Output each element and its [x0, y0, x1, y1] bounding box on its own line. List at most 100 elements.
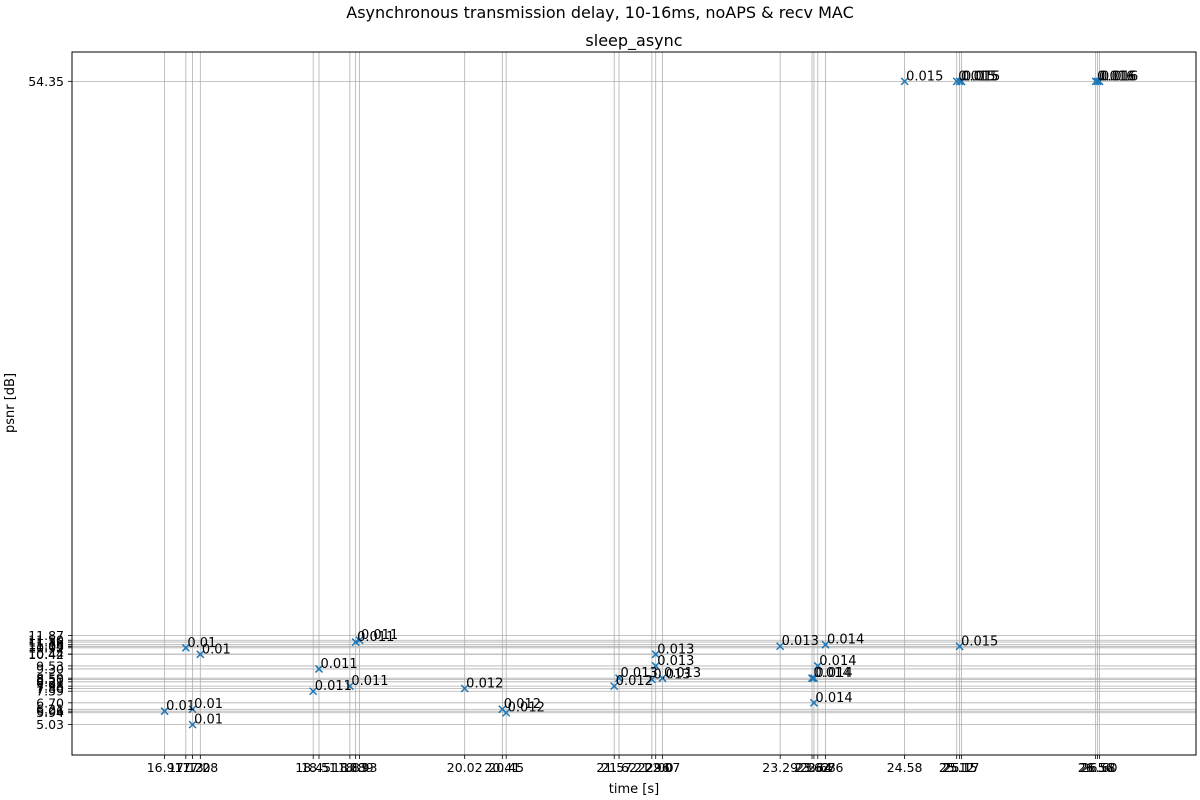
y-tick-label: 8.50 [36, 672, 64, 687]
y-gridlines [72, 80, 1196, 726]
data-point [651, 650, 660, 659]
data-label: 0.012 [508, 701, 545, 716]
x-tick-label: 18.51 [301, 760, 337, 775]
data-label: 0.015 [963, 69, 1000, 84]
data-label: 0.012 [466, 676, 503, 691]
data-labels: 0.010.010.010.010.010.0110.0110.0110.011… [166, 69, 1138, 727]
x-tick-label: 25.17 [944, 760, 980, 775]
data-point [1095, 77, 1104, 86]
data-point [955, 77, 964, 86]
data-label: 0.015 [961, 634, 998, 649]
x-tick-label: 26.56 [1078, 760, 1114, 775]
y-tick-label: 6.21 [36, 702, 64, 717]
y-tick-label: 6.70 [36, 695, 64, 710]
data-point [658, 674, 667, 683]
x-tick-label: 16.91 [147, 760, 183, 775]
data-point [345, 682, 354, 691]
data-label: 0.011 [361, 628, 398, 643]
x-tick-label: 26.60 [1082, 760, 1118, 775]
x-tick-label: 20.45 [488, 760, 524, 775]
data-label: 0.016 [1101, 69, 1138, 84]
x-tick-label: 23.68 [800, 760, 836, 775]
data-label: 0.013 [657, 642, 694, 657]
data-point [813, 661, 822, 670]
data-label: 0.014 [814, 666, 851, 681]
data-label: 0.015 [961, 69, 998, 84]
y-tick-label: 5.03 [36, 717, 64, 732]
y-tick-label: 6.06 [36, 704, 64, 719]
y-tick-label: 9.53 [36, 658, 64, 673]
x-tick-label: 20.02 [447, 760, 483, 775]
data-label: 0.01 [202, 642, 231, 657]
data-label: 0.014 [815, 691, 852, 706]
x-tick-label: 22.07 [645, 760, 681, 775]
data-label: 0.012 [504, 697, 541, 712]
x-tick-label: 23.62 [794, 760, 830, 775]
plot-frame [71, 51, 1197, 756]
data-label: 0.01 [187, 636, 216, 651]
data-label: 0.014 [815, 666, 852, 681]
data-point [955, 642, 964, 651]
x-tick-label: 18.45 [295, 760, 331, 775]
data-label: 0.013 [782, 634, 819, 649]
axes-title: sleep_async [585, 31, 682, 51]
x-tick-label: 22.00 [638, 760, 674, 775]
data-point [610, 682, 619, 691]
y-tick-label: 7.80 [36, 681, 64, 696]
data-label: 0.013 [664, 666, 701, 681]
data-label: 0.016 [1099, 69, 1136, 84]
y-axis-label: psnr [dB] [3, 373, 18, 433]
data-point [900, 77, 909, 86]
x-axis-label: time [s] [609, 782, 659, 797]
data-point [647, 675, 656, 684]
x-tick-label: 26.58 [1080, 760, 1116, 775]
data-label: 0.013 [657, 654, 694, 669]
y-tick-label: 8.31 [36, 674, 64, 689]
x-tick-label: 18.89 [338, 760, 374, 775]
figure-title: Asynchronous transmission delay, 10-16ms… [346, 3, 854, 22]
x-tick-label: 18.93 [342, 760, 378, 775]
data-point [957, 77, 966, 86]
data-label: 0.011 [357, 630, 394, 645]
data-point [809, 674, 818, 683]
data-label: 0.011 [320, 657, 357, 672]
data-point [615, 674, 624, 683]
data-point [355, 636, 364, 645]
data-label: 0.01 [194, 713, 223, 728]
y-tick-label: 54.35 [28, 74, 64, 89]
data-point [314, 664, 324, 673]
y-tick-label: 11.36 [28, 635, 64, 650]
y-tick-label: 11.03 [28, 639, 64, 654]
data-point [776, 642, 785, 651]
data-label: 0.01 [194, 697, 223, 712]
data-point [502, 708, 511, 717]
x-gridlines [164, 52, 1100, 755]
x-tick-label: 21.62 [601, 760, 637, 775]
y-tick-label: 11.04 [28, 639, 64, 654]
y-tick-label: 7.59 [36, 684, 64, 699]
data-label: 0.011 [351, 674, 388, 689]
data-label: 0.011 [315, 679, 352, 694]
data-point [807, 674, 817, 683]
data-point [188, 705, 197, 714]
x-tick-label: 20.41 [484, 760, 520, 775]
data-label: 0.01 [166, 699, 195, 714]
x-tick-label: 24.58 [887, 760, 923, 775]
data-point [181, 643, 190, 652]
data-point [821, 640, 830, 649]
x-tick-label: 21.57 [596, 760, 632, 775]
x-tick-label: 18.83 [332, 760, 368, 775]
y-tick-label: 11.87 [28, 628, 64, 643]
data-points [160, 77, 1104, 729]
x-tick-label: 21.96 [634, 760, 670, 775]
x-tick-label: 23.29 [762, 760, 798, 775]
data-point [188, 720, 197, 729]
data-label: 0.014 [819, 654, 856, 669]
data-label: 0.015 [906, 69, 943, 84]
data-point [1093, 77, 1102, 86]
y-tick-label: 7.98 [36, 679, 64, 694]
y-tick-label: 11.16 [28, 637, 64, 652]
y-tick-label: 10.92 [28, 640, 64, 655]
data-point [460, 684, 469, 693]
data-point [196, 650, 205, 659]
